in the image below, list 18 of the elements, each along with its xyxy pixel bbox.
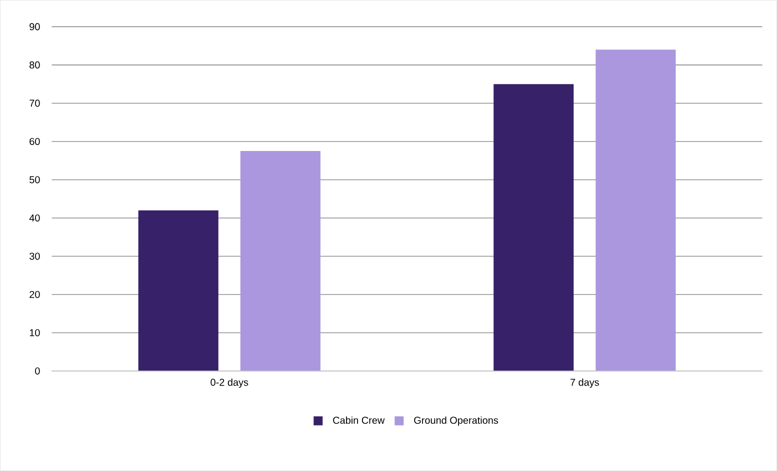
bar xyxy=(138,210,218,372)
y-tick-label: 10 xyxy=(30,329,40,336)
bar xyxy=(240,151,320,372)
x-tick-label: 7 days xyxy=(570,378,599,388)
y-tick-label: 70 xyxy=(30,100,40,107)
x-tick-label: 0-2 days xyxy=(210,378,248,388)
y-tick-label: 20 xyxy=(30,291,40,298)
y-tick-label: 90 xyxy=(30,23,40,30)
y-tick-label: 30 xyxy=(30,252,40,260)
y-tick-label: 80 xyxy=(30,62,40,69)
legend-label: Ground Operations xyxy=(414,416,498,426)
y-tick-label: 50 xyxy=(30,176,40,184)
bar xyxy=(596,50,676,372)
legend-label: Cabin Crew xyxy=(333,416,385,424)
y-tick-label: 60 xyxy=(30,138,40,146)
y-tick-label: 0 xyxy=(35,368,40,375)
y-tick-label: 40 xyxy=(29,214,40,222)
bar xyxy=(494,84,574,372)
